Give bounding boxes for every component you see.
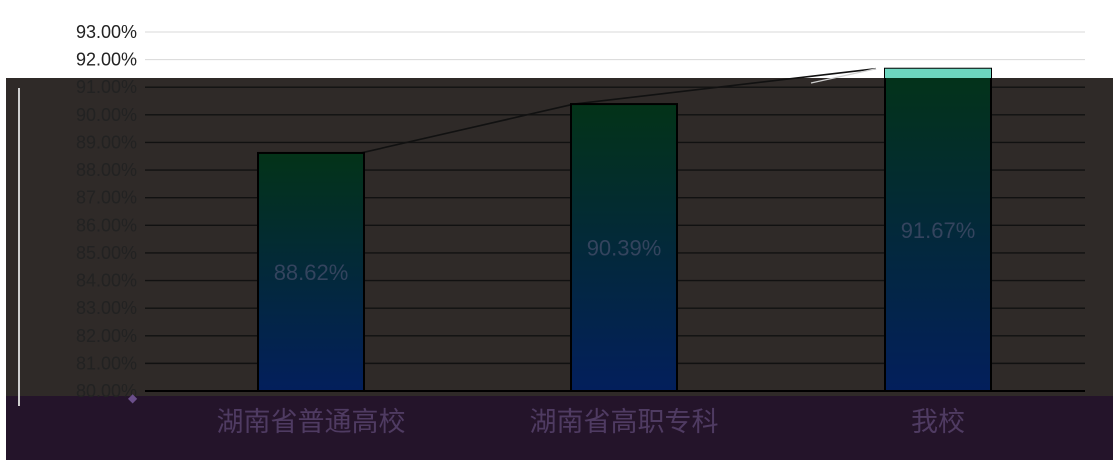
data-label-1: 88.62% (274, 260, 349, 285)
x-axis-category-labels: 湖南省普通高校 湖南省高职专科 我校 (217, 407, 966, 437)
data-label-2: 90.39% (587, 236, 662, 261)
bar-top-highlight (885, 68, 991, 78)
y-tick-label: 86.00% (76, 215, 137, 235)
y-tick-label: 89.00% (76, 132, 137, 152)
y-tick-label: 85.00% (76, 243, 137, 263)
y-axis-tick-labels: 80.00% 81.00% 82.00% 83.00% 84.00% 85.00% 86.0… (76, 22, 137, 401)
category-label-1: 湖南省普通高校 (217, 407, 406, 437)
y-tick-label: 92.00% (76, 50, 137, 70)
y-tick-label: 84.00% (76, 271, 137, 291)
corner-marker-icon: ◆ (128, 391, 138, 405)
bar-3 (884, 67, 992, 393)
y-tick-label: 80.00% (76, 381, 137, 401)
category-band (6, 396, 1113, 460)
bar-1 (257, 151, 365, 392)
data-labels: 88.62% 90.39% 91.67% (274, 218, 976, 285)
category-label-2: 湖南省高职专科 (530, 407, 719, 437)
trend-line-segment (360, 103, 575, 154)
y-tick-label: 81.00% (76, 353, 137, 373)
bar-2 (570, 103, 678, 393)
bars (257, 67, 992, 393)
y-tick-label: 82.00% (76, 326, 137, 346)
y-tick-label: 90.00% (76, 105, 137, 125)
y-tick-label: 91.00% (76, 77, 137, 97)
y-tick-label: 87.00% (76, 188, 137, 208)
trend-line-light-segment (810, 68, 877, 84)
trend-line-group (360, 67, 877, 154)
data-label-3: 91.67% (901, 218, 976, 243)
trend-line-segment (573, 67, 877, 105)
y-tick-label: 93.00% (76, 22, 137, 42)
y-tick-label: 88.00% (76, 160, 137, 180)
y-tick-label: 83.00% (76, 298, 137, 318)
category-label-3: 我校 (911, 407, 965, 437)
